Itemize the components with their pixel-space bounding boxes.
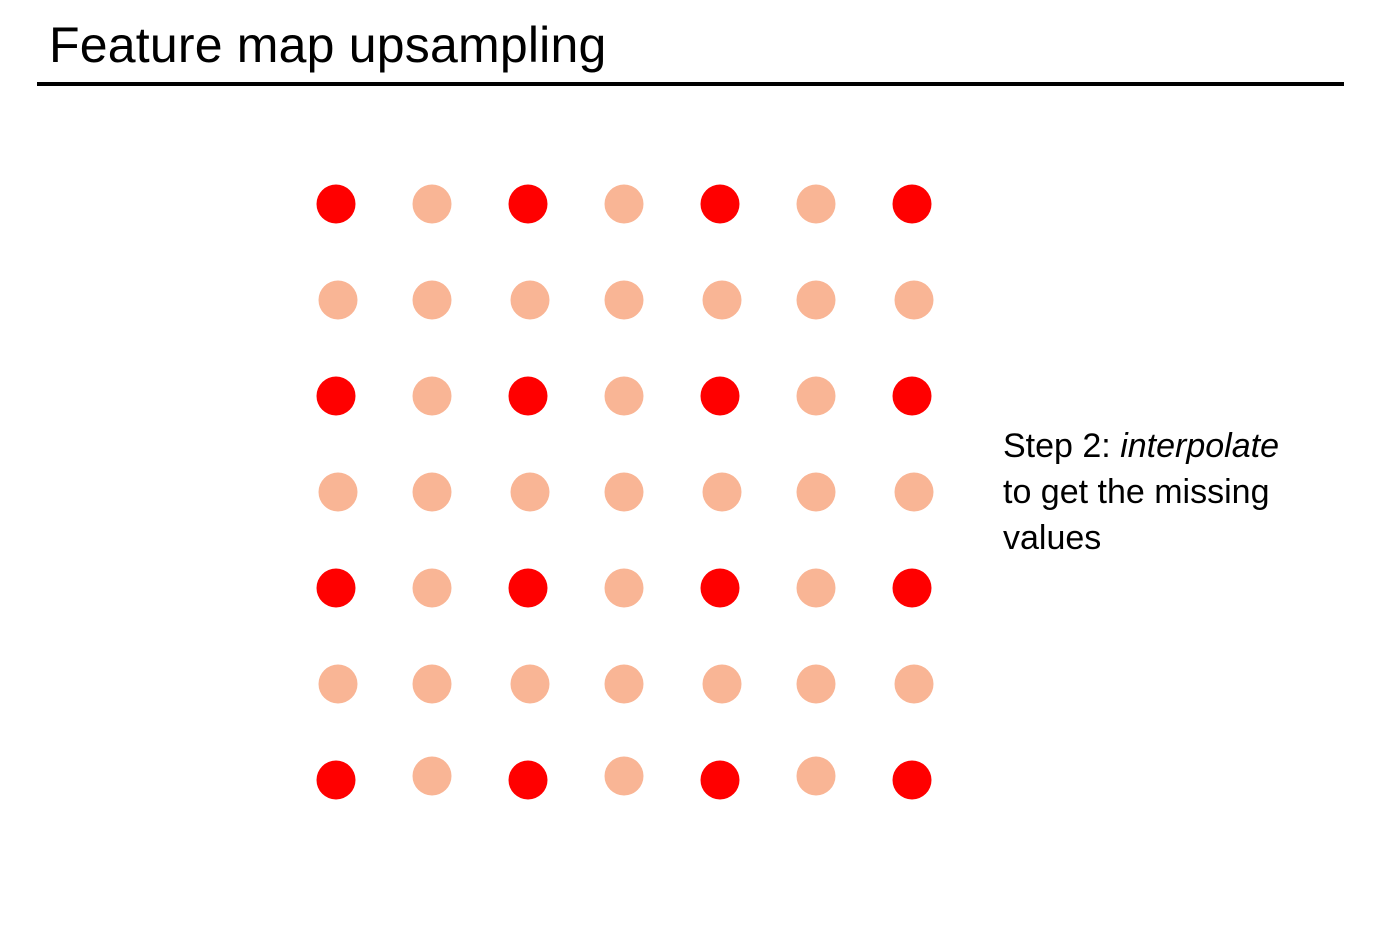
interpolated-value-dot	[604, 376, 644, 416]
title-underline	[37, 82, 1344, 86]
known-value-dot	[892, 184, 932, 224]
known-value-dot	[316, 376, 356, 416]
interpolated-value-dot	[796, 472, 836, 512]
interpolated-value-dot	[796, 756, 836, 796]
interpolated-value-dot	[702, 664, 742, 704]
known-value-dot	[700, 376, 740, 416]
known-value-dot	[316, 568, 356, 608]
interpolated-value-dot	[412, 280, 452, 320]
interpolated-value-dot	[604, 280, 644, 320]
interpolated-value-dot	[412, 472, 452, 512]
interpolated-value-dot	[604, 472, 644, 512]
interpolated-value-dot	[796, 376, 836, 416]
known-value-dot	[892, 568, 932, 608]
interpolated-value-dot	[796, 568, 836, 608]
interpolated-value-dot	[318, 472, 358, 512]
interpolated-value-dot	[796, 280, 836, 320]
known-value-dot	[700, 568, 740, 608]
known-value-dot	[508, 568, 548, 608]
known-value-dot	[700, 760, 740, 800]
interpolated-value-dot	[796, 184, 836, 224]
known-value-dot	[892, 376, 932, 416]
step-caption: Step 2: interpolate to get the missing v…	[1003, 423, 1383, 561]
known-value-dot	[316, 184, 356, 224]
known-value-dot	[508, 376, 548, 416]
interpolated-value-dot	[510, 472, 550, 512]
known-value-dot	[892, 760, 932, 800]
caption-line-3: values	[1003, 519, 1102, 557]
interpolated-value-dot	[412, 376, 452, 416]
known-value-dot	[700, 184, 740, 224]
interpolated-value-dot	[796, 664, 836, 704]
interpolated-value-dot	[318, 280, 358, 320]
interpolated-value-dot	[702, 472, 742, 512]
interpolated-value-dot	[894, 664, 934, 704]
interpolated-value-dot	[510, 280, 550, 320]
interpolated-value-dot	[412, 184, 452, 224]
interpolated-value-dot	[318, 664, 358, 704]
interpolated-value-dot	[894, 472, 934, 512]
caption-emphasis: interpolate	[1120, 427, 1279, 465]
interpolated-value-dot	[702, 280, 742, 320]
interpolated-value-dot	[412, 756, 452, 796]
interpolated-value-dot	[604, 664, 644, 704]
caption-prefix: Step 2:	[1003, 427, 1121, 465]
interpolated-value-dot	[604, 756, 644, 796]
slide-title: Feature map upsampling	[49, 17, 607, 73]
interpolated-value-dot	[604, 568, 644, 608]
known-value-dot	[508, 760, 548, 800]
known-value-dot	[316, 760, 356, 800]
interpolated-value-dot	[510, 664, 550, 704]
interpolated-value-dot	[412, 568, 452, 608]
interpolated-value-dot	[412, 664, 452, 704]
interpolated-value-dot	[604, 184, 644, 224]
interpolated-value-dot	[894, 280, 934, 320]
known-value-dot	[508, 184, 548, 224]
caption-line-2: to get the missing	[1003, 473, 1270, 511]
